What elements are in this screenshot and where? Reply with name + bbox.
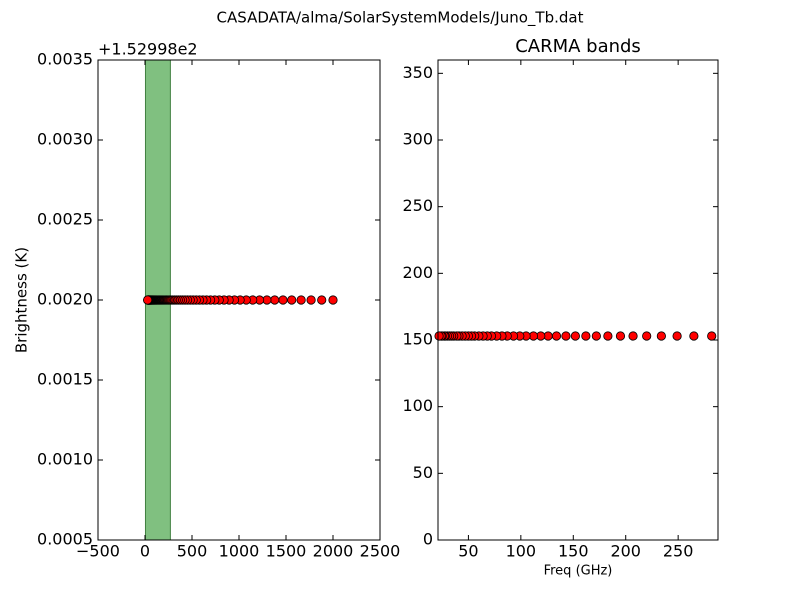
point bbox=[296, 295, 306, 305]
point bbox=[317, 295, 327, 305]
y-tick-label: 0 bbox=[423, 530, 433, 549]
point bbox=[603, 331, 613, 341]
point bbox=[581, 331, 591, 341]
y-tick-label: 300 bbox=[402, 130, 433, 149]
x-tick-label: 500 bbox=[177, 542, 208, 561]
plot-frame bbox=[97, 59, 381, 541]
x-tick-label: 2000 bbox=[313, 542, 354, 561]
y-tick-label: 0.0020 bbox=[37, 290, 93, 309]
x-tick-label: 50 bbox=[458, 542, 478, 561]
x-tick-label: 100 bbox=[506, 542, 537, 561]
x-tick-label: 2500 bbox=[360, 542, 401, 561]
plot-frame bbox=[437, 59, 719, 541]
y-tick-label: 0.0030 bbox=[37, 130, 93, 149]
point bbox=[591, 331, 601, 341]
point bbox=[328, 295, 338, 305]
offset-text: +1.52998e2 bbox=[98, 40, 198, 59]
point bbox=[561, 331, 571, 341]
point bbox=[656, 331, 666, 341]
point bbox=[143, 295, 153, 305]
x-tick-label: 200 bbox=[610, 542, 641, 561]
point bbox=[642, 331, 652, 341]
x-tick-label: 150 bbox=[558, 542, 589, 561]
x-tick-label: 1000 bbox=[219, 542, 260, 561]
point bbox=[270, 295, 280, 305]
point bbox=[689, 331, 699, 341]
x-tick-label: 1500 bbox=[266, 542, 307, 561]
point bbox=[278, 295, 288, 305]
x-tick-label: −500 bbox=[76, 542, 120, 561]
y-tick-label: 0.0015 bbox=[37, 370, 93, 389]
x-axis-label: Freq (GHz) bbox=[544, 564, 613, 579]
x-tick-label: 250 bbox=[663, 542, 694, 561]
y-tick-label: 0.0005 bbox=[37, 530, 93, 549]
figure-title: CASADATA/alma/SolarSystemModels/Juno_Tb.… bbox=[217, 9, 584, 28]
y-tick-label: 0.0010 bbox=[37, 450, 93, 469]
y-tick-label: 250 bbox=[402, 196, 433, 215]
y-tick-label: 150 bbox=[402, 330, 433, 349]
point bbox=[434, 331, 444, 341]
y-axis-label: Brightness (K) bbox=[13, 247, 31, 353]
point bbox=[570, 331, 580, 341]
point bbox=[672, 331, 682, 341]
y-tick-label: 0.0035 bbox=[37, 50, 93, 69]
point bbox=[628, 331, 638, 341]
y-tick-label: 100 bbox=[402, 396, 433, 415]
point bbox=[707, 331, 717, 341]
x-tick-label: 0 bbox=[140, 542, 150, 561]
point bbox=[615, 331, 626, 341]
y-tick-label: 200 bbox=[402, 263, 433, 282]
axes-title: CARMA bands bbox=[515, 36, 641, 57]
point bbox=[306, 295, 316, 305]
y-tick-label: 50 bbox=[413, 463, 433, 482]
point bbox=[551, 331, 562, 341]
y-tick-label: 0.0025 bbox=[37, 210, 93, 229]
y-tick-label: 350 bbox=[402, 63, 433, 82]
point bbox=[287, 295, 297, 305]
